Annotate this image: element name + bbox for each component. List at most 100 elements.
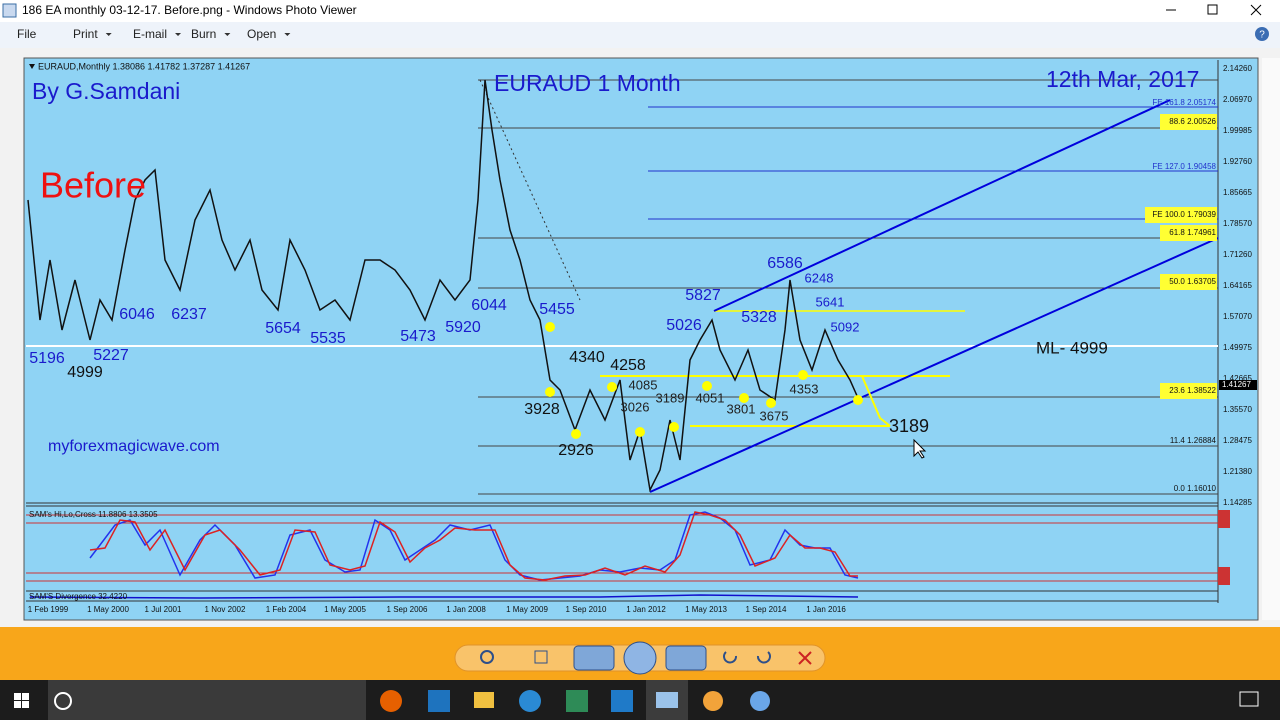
- wave-label: 6237: [171, 306, 207, 323]
- y-tick-label: 1.14285: [1223, 498, 1252, 507]
- firefox[interactable]: [380, 690, 402, 712]
- start[interactable]: [14, 701, 21, 708]
- menu-arrow: [105, 33, 112, 36]
- y-tick-label: 1.78570: [1223, 219, 1252, 228]
- next[interactable]: [665, 645, 707, 671]
- app[interactable]: [703, 691, 723, 711]
- fib-box: [1145, 207, 1217, 223]
- fib-label: 61.8 1.74961: [1169, 228, 1216, 237]
- restore[interactable]: [1207, 4, 1218, 15]
- app[interactable]: [566, 690, 588, 712]
- wave-label: 6044: [471, 297, 507, 314]
- x-tick-label: 1 Feb 1999: [28, 605, 69, 614]
- target-label: 3189: [889, 416, 929, 436]
- x-tick-label: 1 Sep 2010: [566, 605, 607, 614]
- slideshow[interactable]: [623, 641, 657, 675]
- notifications[interactable]: [1239, 691, 1259, 707]
- wave-label: 5535: [310, 330, 346, 347]
- x-tick-label: 1 Sep 2006: [387, 605, 428, 614]
- fib-box: [1160, 383, 1217, 399]
- edge[interactable]: [428, 690, 450, 712]
- y-tick-label: 1.35570: [1223, 405, 1252, 414]
- cursor: [913, 438, 927, 459]
- author: By G.Samdani: [32, 78, 180, 104]
- wave-dot: [766, 398, 776, 408]
- wave-label: 5654: [265, 320, 301, 337]
- menu-item[interactable]: Print: [73, 27, 98, 41]
- app[interactable]: [750, 691, 770, 711]
- y-tick-label: 2.14260: [1223, 64, 1252, 73]
- wave-label: 3928: [524, 401, 560, 418]
- rotate-left[interactable]: [723, 651, 737, 664]
- wave-dot: [545, 322, 555, 332]
- menu-item[interactable]: Burn: [191, 27, 216, 41]
- start[interactable]: [22, 693, 29, 700]
- menu-item[interactable]: E-mail: [133, 27, 167, 41]
- previous[interactable]: [573, 645, 615, 671]
- menu-item[interactable]: Open: [247, 27, 276, 41]
- help-icon: ?: [1259, 30, 1265, 41]
- ml-label: ML- 4999: [1036, 338, 1108, 357]
- start[interactable]: [22, 701, 29, 708]
- header-arrow: [29, 64, 35, 69]
- close[interactable]: [1250, 4, 1262, 16]
- osc-marker: [1218, 567, 1230, 585]
- wave-dot: [739, 393, 749, 403]
- wave-label: 3801: [727, 401, 756, 416]
- wave-label: 6248: [805, 270, 834, 285]
- actual-size[interactable]: [534, 650, 548, 664]
- search-box[interactable]: [48, 680, 366, 720]
- fib-label: FE 127.0 1.90458: [1152, 162, 1216, 171]
- side-strip: [1262, 58, 1280, 620]
- x-tick-label: 1 Jul 2001: [145, 605, 182, 614]
- wave-label: 5328: [741, 309, 777, 326]
- x-tick-label: 1 Jan 2012: [626, 605, 666, 614]
- menu-item[interactable]: File: [17, 27, 37, 41]
- wave-label: 5455: [539, 301, 575, 318]
- x-tick-label: 1 Nov 2002: [205, 605, 246, 614]
- x-tick-label: 1 May 2009: [506, 605, 548, 614]
- wave-dot: [669, 422, 679, 432]
- photo-viewer-icon: [656, 692, 678, 708]
- zoom[interactable]: [480, 650, 494, 664]
- y-tick-label: 1.42665: [1223, 374, 1252, 383]
- title-bar: [0, 0, 1280, 22]
- explorer[interactable]: [474, 692, 494, 708]
- wave-label: 6046: [119, 306, 155, 323]
- y-tick-label: 1.49975: [1223, 343, 1252, 352]
- wave-label: 5196: [29, 350, 65, 367]
- wave-label: 4085: [629, 377, 658, 392]
- ie[interactable]: [519, 690, 541, 712]
- fib-label: FE 100.0 1.79039: [1152, 210, 1216, 219]
- wave-label: 4353: [790, 381, 819, 396]
- projection: [861, 375, 891, 427]
- window-title: 186 EA monthly 03-12-17. Before.png - Wi…: [22, 3, 357, 17]
- x-tick-label: 1 Jan 2008: [446, 605, 486, 614]
- y-tick-label: 1.64165: [1223, 281, 1252, 290]
- oscillator-red: [89, 511, 858, 581]
- date: 12th Mar, 2017: [1046, 66, 1199, 92]
- wave-label: 5227: [93, 347, 129, 364]
- y-tick-label: 1.99985: [1223, 126, 1252, 135]
- menu-arrow: [224, 33, 231, 36]
- wave-label: 5641: [816, 294, 845, 309]
- fib-label: 0.0 1.16010: [1174, 484, 1217, 493]
- rotate-right[interactable]: [757, 651, 771, 664]
- wave-label: 6586: [767, 255, 803, 272]
- app-icon: [2, 3, 17, 18]
- wave-dot: [545, 387, 555, 397]
- y-tick-label: 1.21380: [1223, 467, 1252, 476]
- help[interactable]: [1255, 27, 1269, 41]
- x-tick-label: 1 May 2000: [87, 605, 129, 614]
- start[interactable]: [14, 693, 21, 700]
- wave-label: 5473: [400, 328, 436, 345]
- indicator-label: SAM's Hi,Lo,Cross 11.8806 13.3505: [29, 510, 158, 519]
- wave-dot: [571, 429, 581, 439]
- app[interactable]: [611, 690, 633, 712]
- y-tick-label: 1.85665: [1223, 188, 1252, 197]
- delete[interactable]: [798, 651, 812, 665]
- wave-label: 4340: [569, 349, 605, 366]
- wave-dot: [702, 381, 712, 391]
